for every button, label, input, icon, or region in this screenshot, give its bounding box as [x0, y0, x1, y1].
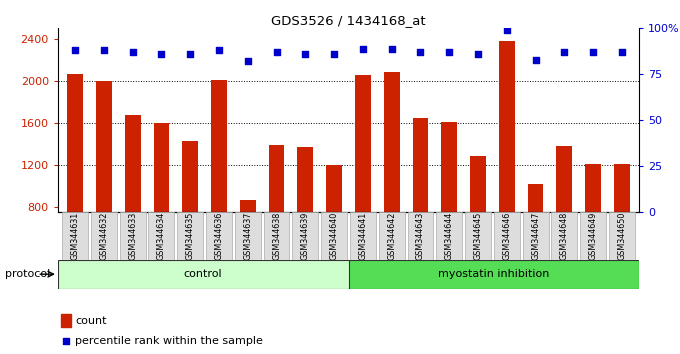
Point	[444, 50, 455, 55]
Text: GSM344645: GSM344645	[473, 212, 483, 261]
FancyBboxPatch shape	[206, 212, 232, 260]
FancyBboxPatch shape	[379, 212, 405, 260]
Text: GSM344632: GSM344632	[99, 212, 108, 261]
FancyBboxPatch shape	[292, 212, 318, 260]
Bar	[154, 123, 169, 291]
Point	[328, 51, 339, 57]
Text: GSM344638: GSM344638	[272, 212, 281, 261]
Text: GSM344634: GSM344634	[157, 212, 166, 261]
FancyBboxPatch shape	[551, 212, 577, 260]
FancyBboxPatch shape	[235, 212, 260, 260]
Text: GSM344649: GSM344649	[589, 212, 598, 261]
Text: GSM344633: GSM344633	[128, 212, 137, 261]
FancyBboxPatch shape	[437, 212, 462, 260]
Bar	[269, 145, 284, 291]
Point	[501, 27, 512, 33]
FancyBboxPatch shape	[62, 212, 88, 260]
Text: myostatin inhibition: myostatin inhibition	[438, 269, 549, 279]
FancyBboxPatch shape	[407, 212, 433, 260]
FancyBboxPatch shape	[120, 212, 146, 260]
FancyBboxPatch shape	[321, 212, 347, 260]
Point	[156, 51, 167, 57]
Point	[185, 51, 196, 57]
FancyBboxPatch shape	[264, 212, 290, 260]
Text: GSM344642: GSM344642	[387, 212, 396, 261]
Bar	[211, 80, 227, 291]
Bar	[124, 115, 141, 291]
Text: GSM344635: GSM344635	[186, 212, 194, 261]
Text: GSM344647: GSM344647	[531, 212, 540, 261]
FancyBboxPatch shape	[350, 212, 376, 260]
Point	[242, 59, 253, 64]
Text: GSM344643: GSM344643	[416, 212, 425, 261]
Bar	[528, 184, 543, 291]
Bar	[413, 118, 428, 291]
Point	[559, 50, 570, 55]
Bar	[585, 164, 601, 291]
Text: GSM344636: GSM344636	[214, 212, 224, 261]
Text: GSM344640: GSM344640	[330, 212, 339, 261]
Bar	[556, 146, 573, 291]
Text: GSM344631: GSM344631	[71, 212, 80, 261]
FancyBboxPatch shape	[177, 212, 203, 260]
Point	[300, 51, 311, 57]
FancyBboxPatch shape	[580, 212, 606, 260]
FancyBboxPatch shape	[523, 212, 549, 260]
Bar	[240, 200, 256, 291]
Text: count: count	[75, 316, 107, 326]
Point	[61, 338, 71, 344]
Text: protocol: protocol	[5, 269, 51, 279]
Text: GSM344639: GSM344639	[301, 212, 310, 261]
FancyBboxPatch shape	[494, 212, 520, 260]
Text: GSM344641: GSM344641	[358, 212, 367, 261]
Text: control: control	[184, 269, 222, 279]
Point	[127, 50, 138, 55]
Bar	[61, 314, 71, 327]
Bar	[326, 165, 342, 291]
Text: GSM344637: GSM344637	[243, 212, 252, 261]
Bar	[355, 75, 371, 291]
Text: GSM344646: GSM344646	[503, 212, 511, 261]
Bar	[470, 156, 486, 291]
Point	[386, 46, 397, 51]
Text: GSM344644: GSM344644	[445, 212, 454, 261]
Point	[617, 50, 628, 55]
FancyBboxPatch shape	[348, 260, 639, 289]
Point	[271, 50, 282, 55]
Text: percentile rank within the sample: percentile rank within the sample	[75, 336, 263, 346]
Point	[214, 47, 224, 53]
Bar	[614, 164, 630, 291]
Point	[69, 47, 80, 53]
Text: GSM344648: GSM344648	[560, 212, 569, 261]
FancyBboxPatch shape	[148, 212, 174, 260]
FancyBboxPatch shape	[465, 212, 491, 260]
FancyBboxPatch shape	[609, 212, 635, 260]
Bar	[384, 73, 400, 291]
Bar	[67, 74, 83, 291]
Bar	[441, 122, 457, 291]
Bar	[182, 141, 198, 291]
Bar	[499, 41, 515, 291]
Bar	[297, 147, 313, 291]
FancyBboxPatch shape	[91, 212, 117, 260]
Point	[358, 46, 369, 51]
Point	[415, 50, 426, 55]
Text: GSM344650: GSM344650	[617, 212, 626, 261]
Point	[473, 51, 483, 57]
Title: GDS3526 / 1434168_at: GDS3526 / 1434168_at	[271, 14, 426, 27]
Point	[99, 47, 109, 53]
FancyBboxPatch shape	[58, 260, 348, 289]
Point	[588, 50, 598, 55]
Point	[530, 57, 541, 62]
Bar	[96, 81, 112, 291]
